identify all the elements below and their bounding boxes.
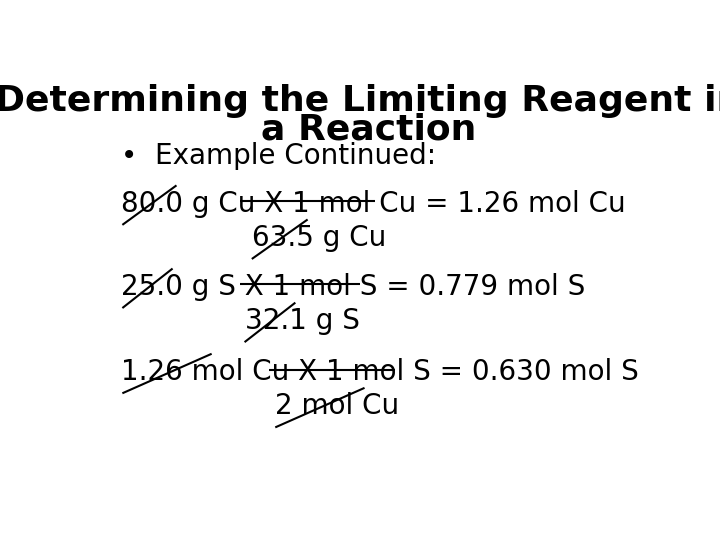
Text: •  Example Continued:: • Example Continued: — [121, 141, 436, 170]
Text: 25.0 g S X 1 mol S = 0.779 mol S: 25.0 g S X 1 mol S = 0.779 mol S — [121, 273, 585, 301]
Text: Determining the Limiting Reagent in: Determining the Limiting Reagent in — [0, 84, 720, 118]
Text: 80.0 g Cu X 1 mol Cu = 1.26 mol Cu: 80.0 g Cu X 1 mol Cu = 1.26 mol Cu — [121, 190, 625, 218]
Text: a Reaction: a Reaction — [261, 113, 477, 147]
Text: 63.5 g Cu: 63.5 g Cu — [252, 224, 386, 252]
Text: 2 mol Cu: 2 mol Cu — [275, 392, 400, 420]
Text: 1.26 mol Cu X 1 mol S = 0.630 mol S: 1.26 mol Cu X 1 mol S = 0.630 mol S — [121, 358, 639, 386]
Text: 32.1 g S: 32.1 g S — [245, 307, 359, 335]
